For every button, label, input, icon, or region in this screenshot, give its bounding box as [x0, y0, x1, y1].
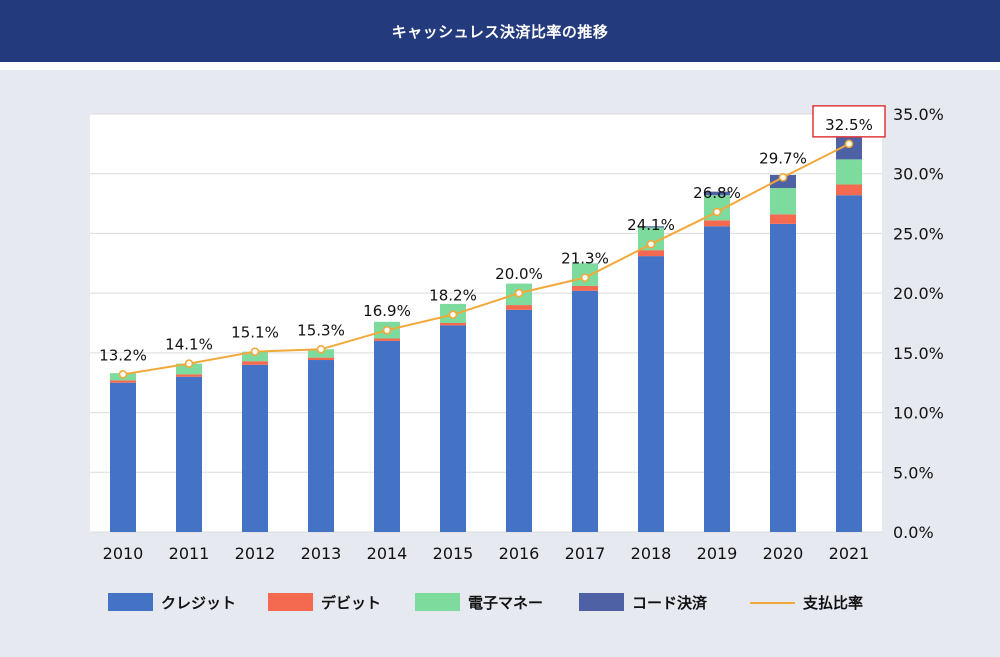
x-tick-label: 2011	[169, 544, 210, 563]
data-label: 14.1%	[165, 336, 213, 354]
bar-segment	[110, 380, 136, 383]
bar-segment	[770, 223, 796, 533]
ratio-point	[184, 359, 194, 368]
bar-segment	[572, 285, 598, 291]
plot-area	[90, 114, 882, 532]
x-tick-label: 2020	[763, 544, 804, 563]
x-tick-label: 2015	[433, 544, 474, 563]
y-tick-label: 20.0%	[893, 284, 944, 303]
bar-segment	[242, 361, 268, 365]
ratio-point	[448, 310, 458, 319]
ratio-point	[316, 344, 326, 354]
bar-segment	[836, 184, 862, 196]
bar-segment	[506, 309, 532, 532]
bar-segment	[242, 351, 268, 362]
legend-swatch	[268, 593, 313, 611]
data-label: 21.3%	[561, 250, 609, 268]
data-label: 15.1%	[231, 324, 279, 342]
bar-segment	[638, 227, 664, 251]
legend-label: 支払比率	[802, 594, 863, 612]
bar-segment	[308, 360, 334, 532]
bar-segment	[308, 357, 334, 361]
data-label: 16.9%	[363, 302, 411, 320]
bar-segment	[704, 220, 730, 227]
x-tick-label: 2017	[565, 544, 606, 563]
y-tick-label: 25.0%	[893, 224, 944, 243]
legend-label: コード決済	[632, 594, 708, 612]
bar-segment	[242, 364, 268, 532]
data-label: 13.2%	[99, 346, 147, 364]
bar-segment	[176, 363, 202, 375]
ratio-point	[844, 139, 854, 149]
x-tick-label: 2012	[235, 544, 276, 563]
x-tick-label: 2010	[103, 544, 144, 563]
y-tick-label: 10.0%	[893, 404, 944, 423]
bar-segment	[374, 338, 400, 341]
x-tick-label: 2014	[367, 544, 408, 563]
data-label: 32.5%	[825, 116, 873, 134]
bar-segment	[176, 374, 202, 377]
x-tick-label: 2021	[829, 544, 870, 563]
x-tick-label: 2016	[499, 544, 540, 563]
bar-segment	[638, 256, 664, 532]
ratio-point	[382, 325, 392, 335]
ratio-point	[514, 288, 524, 298]
x-tick-label: 2018	[631, 544, 672, 563]
bar-segment	[638, 226, 664, 228]
data-label: 26.8%	[693, 184, 741, 202]
ratio-line	[122, 142, 850, 376]
ratio-point	[646, 239, 656, 249]
bar-segment	[110, 382, 136, 532]
legend-swatch	[579, 593, 624, 611]
y-tick-label: 5.0%	[893, 463, 934, 482]
ratio-point	[580, 273, 590, 282]
x-tick-label: 2013	[301, 544, 342, 563]
chart-header: キャッシュレス決済比率の推移	[0, 0, 1000, 62]
legend-label: デビット	[321, 594, 381, 612]
bar-segment	[374, 340, 400, 532]
bar-segment	[440, 325, 466, 532]
y-tick-label: 30.0%	[893, 165, 944, 184]
bar-segment	[638, 250, 664, 257]
data-label: 15.3%	[297, 321, 345, 339]
bar-segment	[506, 305, 532, 310]
data-label: 29.7%	[759, 149, 807, 167]
bar-segment	[704, 191, 730, 196]
legend-swatch	[415, 593, 460, 611]
data-label: 18.2%	[429, 287, 477, 305]
bar-segment	[770, 188, 796, 215]
y-tick-label: 35.0%	[893, 105, 944, 124]
bar-segment	[176, 376, 202, 532]
data-label: 24.1%	[627, 216, 675, 234]
legend-label: クレジット	[161, 594, 236, 612]
ratio-point	[778, 172, 788, 182]
ratio-point	[712, 207, 722, 217]
data-label: 20.0%	[495, 265, 543, 283]
ratio-point	[250, 347, 260, 356]
bar-segment	[440, 323, 466, 326]
ratio-point	[118, 370, 128, 379]
chart-title: キャッシュレス決済比率の推移	[391, 22, 609, 41]
legend-label: 電子マネー	[468, 594, 543, 612]
bar-segment	[770, 214, 796, 224]
bar-segment	[704, 226, 730, 532]
y-tick-label: 15.0%	[893, 344, 944, 363]
legend-swatch	[108, 593, 153, 611]
x-tick-label: 2019	[697, 544, 738, 563]
bar-segment	[836, 159, 862, 185]
bar-segment	[572, 290, 598, 532]
y-tick-label: 0.0%	[893, 523, 934, 542]
highlight-box	[812, 105, 886, 138]
bar-segment	[836, 195, 862, 532]
